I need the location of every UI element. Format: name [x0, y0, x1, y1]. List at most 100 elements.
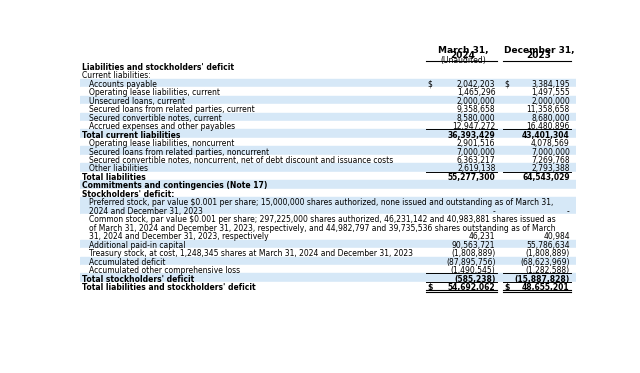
Text: 12,947,272: 12,947,272 [452, 122, 495, 131]
Text: (87,895,756): (87,895,756) [446, 258, 495, 267]
Text: 46,231: 46,231 [469, 232, 495, 241]
Text: Secured loans from related parties, noncurrent: Secured loans from related parties, nonc… [88, 148, 269, 157]
Text: 2024 and December 31, 2023: 2024 and December 31, 2023 [88, 207, 202, 216]
Text: Other liabilities: Other liabilities [88, 164, 148, 173]
Text: Unsecured loans, current: Unsecured loans, current [88, 97, 185, 106]
Bar [80, 95, 576, 104]
Text: 36,393,429: 36,393,429 [447, 131, 495, 140]
Text: 8,680,000: 8,680,000 [531, 114, 570, 123]
Text: (Unaudited): (Unaudited) [440, 56, 486, 65]
Text: 2,000,000: 2,000,000 [531, 97, 570, 106]
Bar [80, 172, 576, 180]
Text: -: - [567, 207, 570, 216]
Text: 2023: 2023 [526, 51, 551, 60]
Text: 4,078,569: 4,078,569 [531, 139, 570, 148]
Text: 2,619,138: 2,619,138 [457, 164, 495, 173]
Bar [80, 104, 576, 113]
Bar [80, 197, 576, 214]
Text: 40,984: 40,984 [543, 232, 570, 241]
Text: Accrued expenses and other payables: Accrued expenses and other payables [88, 122, 235, 131]
Text: Secured convertible notes, noncurrent, net of debt discount and issuance costs: Secured convertible notes, noncurrent, n… [88, 156, 393, 165]
Bar [80, 87, 576, 95]
Bar [80, 189, 576, 197]
Text: December 31,: December 31, [504, 46, 574, 54]
Text: $: $ [505, 80, 509, 89]
Text: Total current liabilities: Total current liabilities [83, 131, 180, 140]
Text: Accumulated deficit: Accumulated deficit [88, 258, 165, 267]
Text: 55,277,300: 55,277,300 [447, 173, 495, 182]
Text: Common stock, par value $0.001 per share; 297,225,000 shares authorized, 46,231,: Common stock, par value $0.001 per share… [88, 215, 556, 224]
Text: 7,269,768: 7,269,768 [531, 156, 570, 165]
Text: Liabilities and stockholders' deficit: Liabilities and stockholders' deficit [83, 63, 234, 72]
Text: $: $ [428, 80, 432, 89]
Text: 16,480,896: 16,480,896 [527, 122, 570, 131]
Text: 2,901,516: 2,901,516 [457, 139, 495, 148]
Bar [80, 273, 576, 282]
Text: (68,623,969): (68,623,969) [520, 258, 570, 267]
Bar [80, 163, 576, 172]
Bar [80, 180, 576, 189]
Text: Total liabilities and stockholders' deficit: Total liabilities and stockholders' defi… [83, 283, 256, 292]
Text: (1,808,889): (1,808,889) [451, 249, 495, 258]
Bar [80, 70, 576, 79]
Text: (585,238): (585,238) [454, 275, 495, 283]
Text: 43,401,304: 43,401,304 [522, 131, 570, 140]
Text: Accounts payable: Accounts payable [88, 80, 156, 89]
Text: 1,497,555: 1,497,555 [531, 88, 570, 97]
Text: Preferred stock, par value $0.001 per share; 15,000,000 shares authorized, none : Preferred stock, par value $0.001 per sh… [88, 198, 553, 207]
Text: $: $ [428, 283, 433, 292]
Text: Stockholders' deficit:: Stockholders' deficit: [83, 190, 175, 199]
Bar [80, 146, 576, 155]
Text: 54,692,062: 54,692,062 [448, 283, 495, 292]
Text: 64,543,029: 64,543,029 [522, 173, 570, 182]
Bar [80, 121, 576, 129]
Bar [80, 248, 576, 257]
Bar [80, 265, 576, 273]
Text: (1,808,889): (1,808,889) [525, 249, 570, 258]
Bar [80, 129, 576, 138]
Text: Additional paid-in capital: Additional paid-in capital [88, 241, 185, 250]
Text: 7,000,000: 7,000,000 [456, 148, 495, 157]
Text: 6,363,217: 6,363,217 [457, 156, 495, 165]
Text: 3,384,195: 3,384,195 [531, 80, 570, 89]
Text: Treasury stock, at cost, 1,248,345 shares at March 31, 2024 and December 31, 202: Treasury stock, at cost, 1,248,345 share… [88, 249, 413, 258]
Text: Commitments and contingencies (Note 17): Commitments and contingencies (Note 17) [83, 181, 268, 191]
Bar [80, 282, 576, 291]
Text: -: - [493, 207, 495, 216]
Text: Total stockholders' deficit: Total stockholders' deficit [83, 275, 195, 283]
Text: Total liabilities: Total liabilities [83, 173, 146, 182]
Text: Operating lease liabilities, current: Operating lease liabilities, current [88, 88, 220, 97]
Text: 7,000,000: 7,000,000 [531, 148, 570, 157]
Text: (15,887,828): (15,887,828) [515, 275, 570, 283]
Bar [80, 138, 576, 146]
Text: 2,000,000: 2,000,000 [457, 97, 495, 106]
Bar [80, 113, 576, 121]
Bar [80, 239, 576, 248]
Text: 31, 2024 and December 31, 2023, respectively: 31, 2024 and December 31, 2023, respecti… [88, 232, 268, 241]
Bar [80, 155, 576, 163]
Text: 2024: 2024 [451, 51, 476, 60]
Bar [80, 79, 576, 87]
Text: Accumulated other comprehensive loss: Accumulated other comprehensive loss [88, 266, 239, 275]
Text: 1,465,296: 1,465,296 [457, 88, 495, 97]
Text: 8,580,000: 8,580,000 [457, 114, 495, 123]
Bar [80, 45, 576, 62]
Text: 9,358,658: 9,358,658 [457, 105, 495, 114]
Text: 90,563,721: 90,563,721 [452, 241, 495, 250]
Text: Operating lease liabilities, noncurrent: Operating lease liabilities, noncurrent [88, 139, 234, 148]
Text: Current liabilities:: Current liabilities: [83, 71, 151, 80]
Bar [80, 62, 576, 70]
Bar [80, 214, 576, 239]
Text: March 31,: March 31, [438, 46, 488, 54]
Text: 11,358,658: 11,358,658 [527, 105, 570, 114]
Text: 2,793,388: 2,793,388 [531, 164, 570, 173]
Text: Secured convertible notes, current: Secured convertible notes, current [88, 114, 221, 123]
Text: 48,655,201: 48,655,201 [522, 283, 570, 292]
Text: (1,490,545): (1,490,545) [451, 266, 495, 275]
Text: Secured loans from related parties, current: Secured loans from related parties, curr… [88, 105, 254, 114]
Text: 55,786,634: 55,786,634 [526, 241, 570, 250]
Text: of March 31, 2024 and December 31, 2023, respectively, and 44,982,797 and 39,735: of March 31, 2024 and December 31, 2023,… [88, 224, 555, 233]
Text: $: $ [505, 283, 510, 292]
Text: (1,282,588): (1,282,588) [525, 266, 570, 275]
Text: 2,042,203: 2,042,203 [457, 80, 495, 89]
